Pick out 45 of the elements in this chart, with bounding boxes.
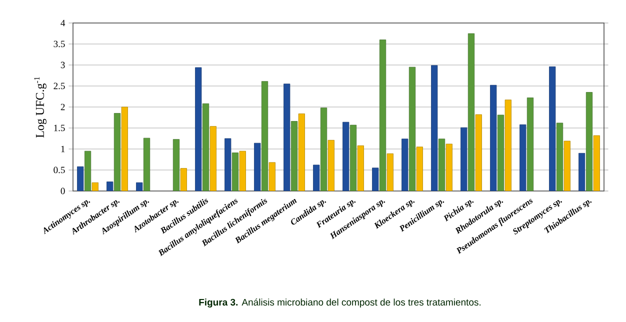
bar	[261, 81, 268, 191]
y-tick-label: 0	[60, 188, 65, 194]
y-tick-label: 1	[61, 146, 65, 152]
y-tick-label: 1.5	[54, 124, 65, 132]
bar	[593, 135, 600, 191]
bar	[210, 126, 216, 191]
bar	[92, 182, 98, 191]
y-axis-title: Log UFC.g$^{-1}$	[34, 77, 46, 138]
bar	[320, 108, 328, 191]
bar	[564, 140, 570, 191]
bar	[172, 139, 180, 191]
bar	[379, 40, 386, 191]
bar	[408, 66, 416, 191]
y-tick-label: 2.5	[54, 82, 65, 90]
bar	[121, 106, 128, 191]
y-tick-label: 0.5	[54, 166, 65, 174]
bar	[446, 144, 452, 191]
bar	[438, 138, 446, 191]
bar	[350, 124, 357, 191]
bar	[497, 114, 504, 191]
y-tick-label: 4	[60, 20, 66, 26]
bar	[504, 100, 512, 191]
bar	[298, 114, 305, 191]
bar	[586, 92, 593, 191]
bar	[239, 150, 246, 191]
bar	[268, 162, 276, 191]
bar	[328, 140, 334, 191]
y-tick-label: 3.5	[54, 40, 65, 48]
bar	[290, 121, 298, 191]
bar	[114, 113, 121, 191]
bar	[84, 150, 92, 191]
y-tick-label: 2	[60, 104, 65, 110]
bar	[180, 168, 187, 191]
bar	[357, 145, 364, 191]
y-tick-label: 3	[60, 62, 65, 68]
bar	[556, 122, 564, 191]
bar	[202, 103, 210, 191]
bar	[232, 152, 239, 191]
bar	[416, 146, 423, 191]
text: Figura 3. Análisis microbiano del compost de los tres tratamientos.	[199, 298, 481, 308]
bar	[143, 138, 150, 191]
bar	[526, 98, 534, 191]
bar	[468, 33, 475, 191]
bar	[386, 153, 394, 191]
bar	[475, 114, 482, 191]
